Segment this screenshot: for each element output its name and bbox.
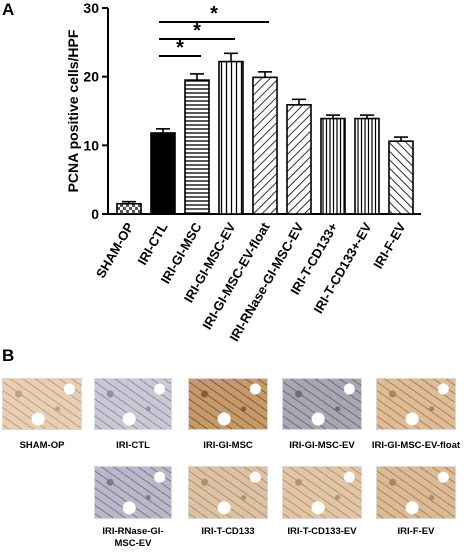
micrograph-label: IRI-T-CD133-EV xyxy=(287,526,357,537)
bar-iri-rnase-gi-msc-ev xyxy=(286,104,312,215)
micrograph-label: IRI-T-CD133 xyxy=(201,526,255,537)
bar-iri-gi-msc-ev-float xyxy=(252,76,278,215)
micrograph-label: IRI-CTL xyxy=(116,440,150,451)
category-label: SHAM-OP xyxy=(93,220,137,281)
panel-a-label: A xyxy=(2,0,15,19)
micrograph-label: IRI-GI-MSC xyxy=(203,440,253,451)
bar-iri-t-cd133 xyxy=(320,117,346,215)
micrograph-sham-op xyxy=(2,378,82,430)
y-axis-label: PCNA positive cells/HPF xyxy=(65,29,81,192)
bar-sham-op xyxy=(116,202,142,215)
micrograph-iri-gi-msc-ev-float xyxy=(376,378,456,430)
micrograph-iri-rnase-gi-msc-ev xyxy=(94,466,172,519)
bar-iri-t-cd133-ev xyxy=(354,117,380,215)
micrograph-iri-t-cd133-ev xyxy=(282,466,362,519)
y-tick-label: 0 xyxy=(91,206,99,222)
bar-iri-ctl xyxy=(150,132,176,215)
significance-marker: * xyxy=(176,37,184,59)
y-tick-label: 10 xyxy=(83,137,99,153)
micrograph-label: IRI-F-EV xyxy=(397,526,435,537)
panel-b-label: B xyxy=(2,346,15,365)
significance-marker: * xyxy=(193,20,201,42)
micrograph-iri-f-ev xyxy=(376,466,456,519)
y-tick-label: 30 xyxy=(83,0,99,16)
micrograph-label: IRI-GI-MSC-EV-float xyxy=(371,440,461,451)
micrograph-iri-gi-msc xyxy=(188,378,268,430)
category-label: IRI-CTL xyxy=(134,220,170,268)
bar-iri-f-ev xyxy=(388,140,414,215)
micrograph-iri-ctl xyxy=(94,378,172,430)
bar-iri-gi-msc-ev xyxy=(218,60,244,215)
micrograph-label: IRI-RNase-GI-MSC-EV xyxy=(102,526,164,549)
micrograph-iri-gi-msc-ev xyxy=(282,378,362,430)
micrograph-iri-t-cd133 xyxy=(188,466,268,519)
y-tick-label: 20 xyxy=(83,69,99,85)
category-label: IRI-F-EV xyxy=(370,220,408,272)
significance-marker: * xyxy=(210,3,218,25)
bar-iri-gi-msc xyxy=(184,79,210,215)
micrograph-label: IRI-GI-MSC-EV xyxy=(289,440,355,451)
micrograph-label: SHAM-OP xyxy=(19,440,65,451)
